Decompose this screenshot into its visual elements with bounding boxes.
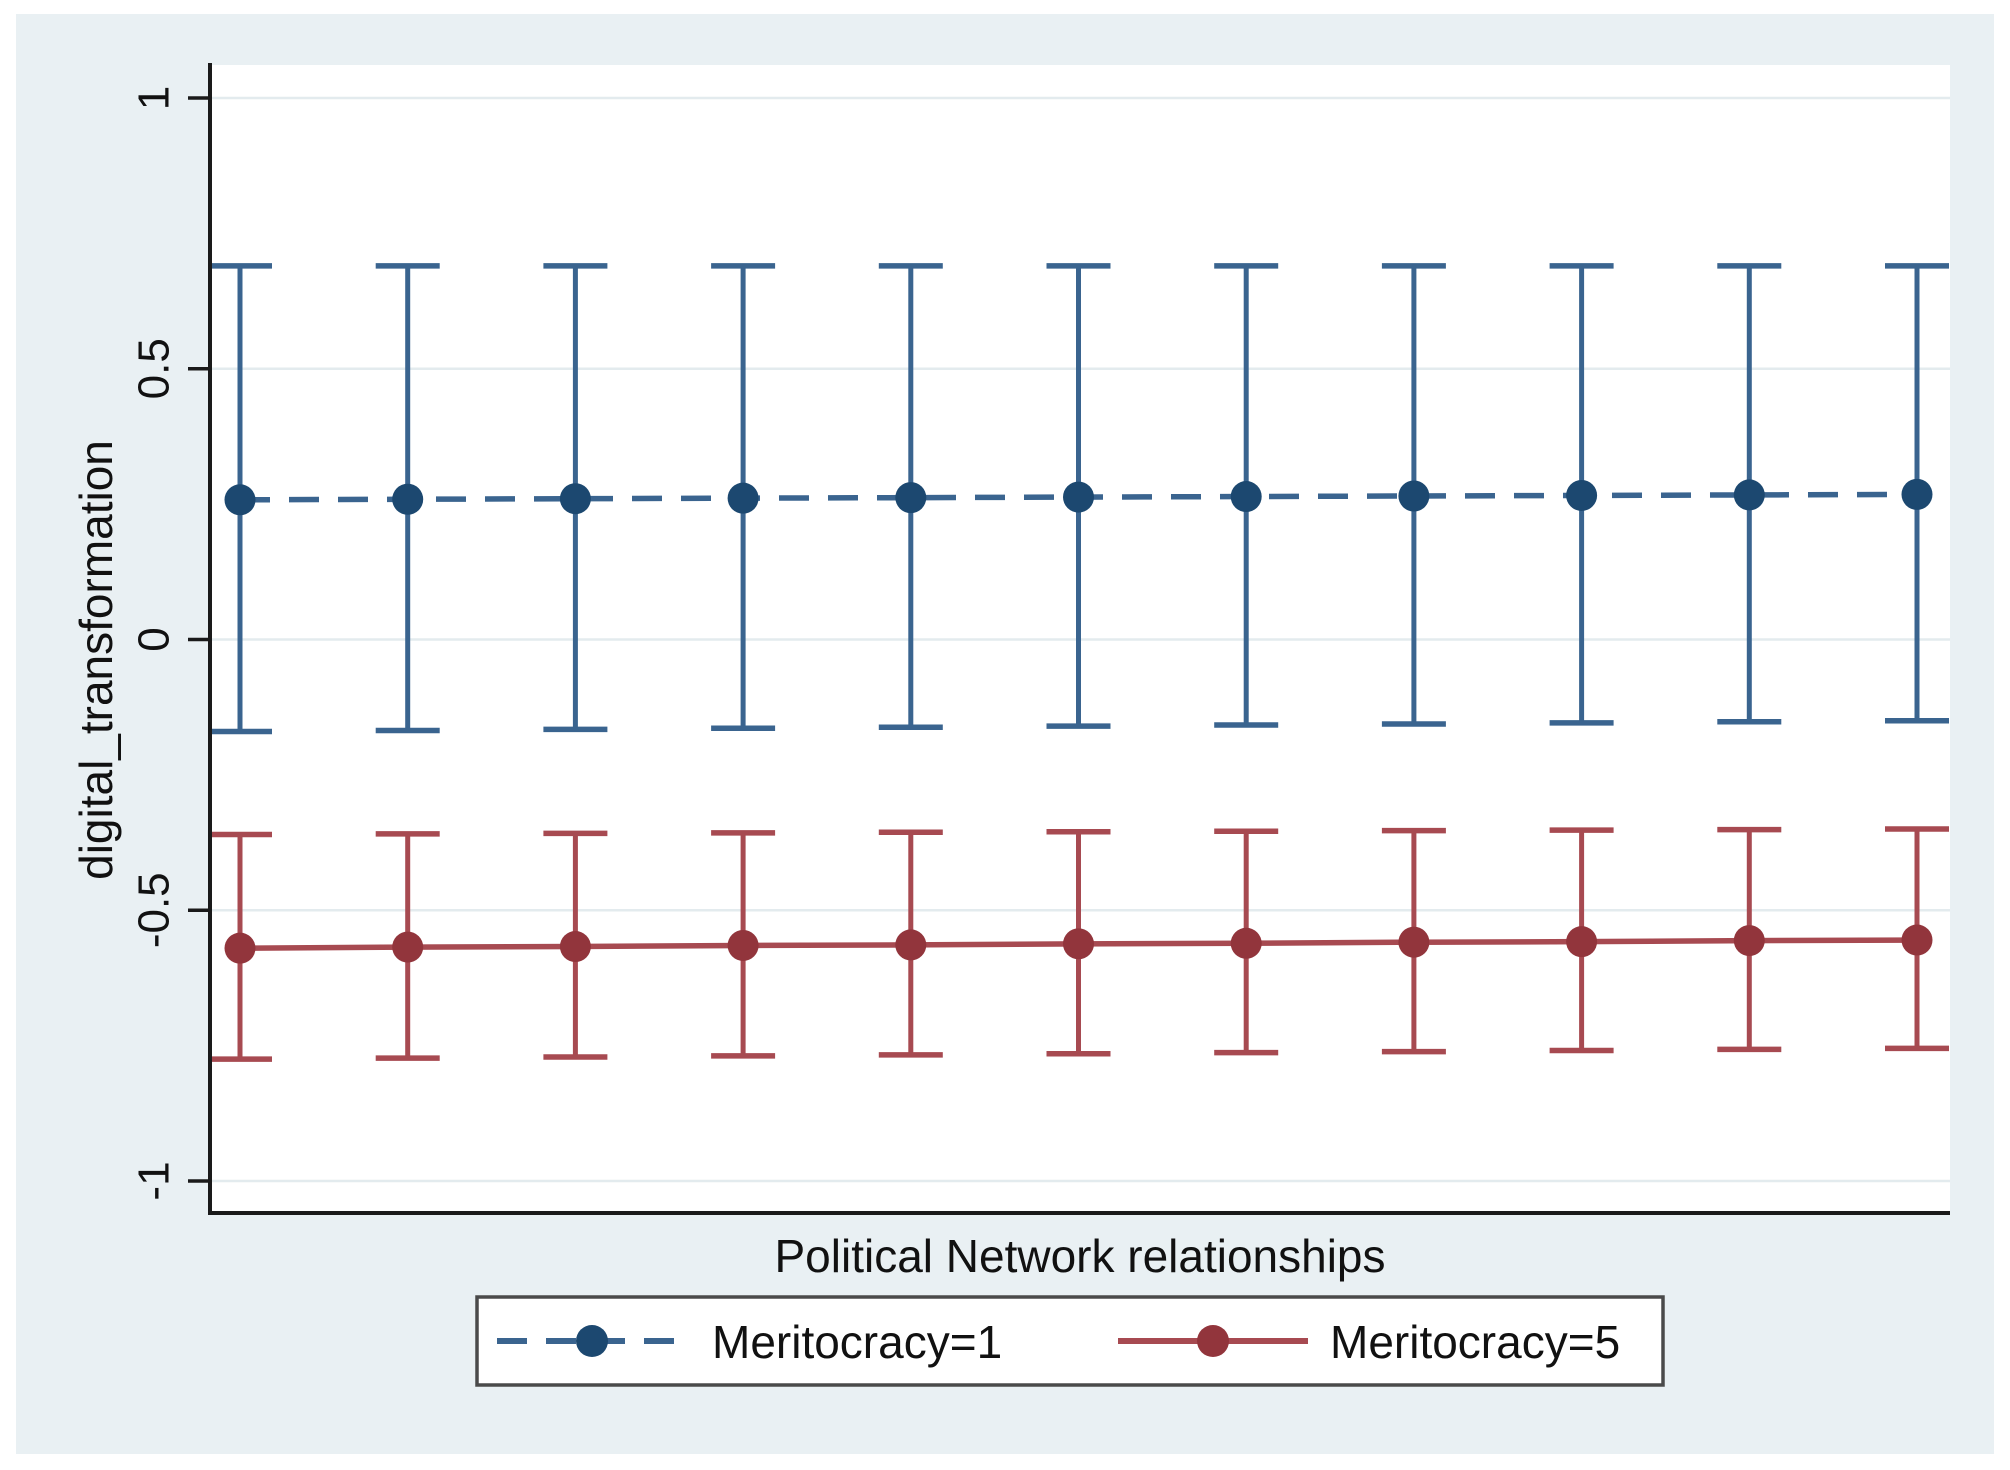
y-axis-ticks: 1 0.5 0 -0.5 -1 [130,86,210,1201]
error-bar [543,263,608,733]
data-point-marker [1230,927,1262,959]
data-point-marker [1398,480,1430,512]
error-bar [711,830,776,1059]
data-point-marker [1901,924,1933,956]
legend-label-meritocracy-5: Meritocracy=5 [1330,1316,1620,1368]
y-tick-label: 1 [130,86,179,110]
data-point-marker [559,483,591,515]
data-point-marker [392,931,424,963]
error-bar [1549,827,1614,1054]
legend-sample-marker [576,1325,608,1357]
error-bar [1381,827,1446,1055]
error-bar [208,263,272,735]
error-bar [1381,263,1446,727]
x-axis-title: Political Network relationships [774,1230,1385,1282]
error-bar [1717,263,1782,725]
data-point-marker [224,932,256,964]
legend-sample-marker [1197,1325,1229,1357]
data-point-marker [727,482,759,514]
error-bar [543,830,608,1060]
legend-samples [497,1325,1308,1357]
error-bar [1046,828,1111,1057]
error-bar [208,831,272,1062]
y-tick-label: -0.5 [130,872,179,948]
error-bar [878,829,943,1058]
data-point-marker [1733,925,1765,957]
error-bar [375,263,440,734]
y-tick-label: 0.5 [130,338,179,399]
error-bar [1214,263,1279,728]
data-point-marker [1063,481,1094,513]
y-axis-title: digital_transformation [70,440,122,880]
data-point-marker [1398,926,1430,958]
legend: Meritocracy=1 Meritocracy=5 [475,1295,1665,1387]
error-bar [1885,826,1949,1052]
data-point-marker [1230,481,1262,513]
data-point-marker [559,931,591,963]
series-meritocracy-1 [208,263,1949,735]
error-bar [375,831,440,1061]
error-bar [1214,828,1279,1056]
data-point-marker [1733,479,1765,511]
series-layer [208,263,1949,1062]
error-bar [711,263,776,732]
data-point-marker [895,929,927,961]
data-point-marker [392,483,424,515]
series-meritocracy-5 [208,826,1949,1062]
error-bar [1046,263,1111,729]
data-point-marker [1566,926,1598,958]
y-tick-label: 0 [130,627,179,651]
data-point-marker [1901,478,1933,510]
data-point-marker [1063,928,1094,960]
data-point-marker [224,484,256,516]
legend-box [475,1295,1665,1387]
error-bar [878,263,943,730]
data-point-marker [727,929,759,961]
y-tick-label: -1 [130,1161,179,1200]
legend-label-meritocracy-1: Meritocracy=1 [712,1316,1002,1368]
data-point-marker [1566,479,1598,511]
error-bar [1885,263,1949,724]
error-bar [1549,263,1614,726]
data-point-marker [895,482,927,514]
error-bar [1717,826,1782,1053]
